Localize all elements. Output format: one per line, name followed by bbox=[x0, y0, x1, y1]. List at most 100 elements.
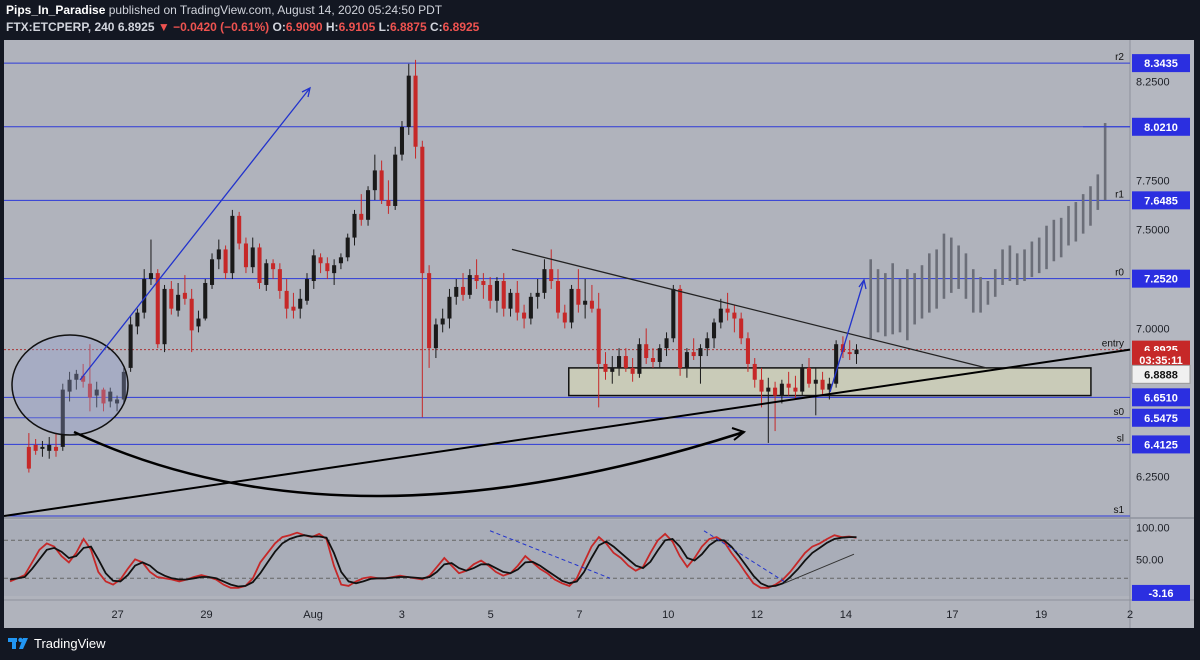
candle-body bbox=[264, 263, 269, 285]
projection-bar bbox=[1096, 174, 1100, 210]
candle-body bbox=[277, 269, 282, 291]
candle-body bbox=[271, 263, 276, 270]
projection-bar bbox=[949, 237, 953, 293]
candle-body bbox=[773, 387, 778, 396]
candle-body bbox=[467, 275, 472, 295]
candle-body bbox=[657, 348, 662, 362]
price-tag bbox=[1131, 364, 1191, 384]
x-tick-label: 19 bbox=[1035, 609, 1047, 621]
candle-body bbox=[108, 391, 113, 402]
level-price-tag bbox=[1132, 117, 1190, 136]
level-price-label: 6.5475 bbox=[1144, 413, 1178, 425]
candle-body bbox=[135, 312, 140, 327]
candle-body bbox=[569, 288, 574, 323]
projection-bar bbox=[928, 253, 931, 313]
x-tick-label: 3 bbox=[399, 609, 405, 621]
author-name[interactable]: Pips_In_Paradise bbox=[6, 3, 106, 17]
price-change: ▼ −0.0420 (−0.61%) bbox=[157, 20, 270, 34]
candle-body bbox=[576, 288, 581, 305]
stoch-series-line bbox=[9, 534, 857, 588]
projection-bar bbox=[957, 245, 960, 289]
candle-body bbox=[488, 284, 493, 301]
projection-bar bbox=[935, 249, 938, 309]
brand-name: TradingView bbox=[34, 636, 106, 651]
level-price-tag bbox=[1132, 54, 1190, 73]
price-tag-label: 6.8888 bbox=[1144, 369, 1178, 381]
projection-bar bbox=[1008, 245, 1012, 282]
candle-body bbox=[786, 383, 791, 388]
x-tick-label: 14 bbox=[840, 609, 852, 621]
curved-arrow bbox=[73, 430, 745, 498]
level-price-label: 6.6510 bbox=[1144, 392, 1178, 404]
candle-body bbox=[406, 75, 411, 127]
candle-body bbox=[148, 273, 154, 280]
candle-body bbox=[250, 247, 255, 268]
candle-body bbox=[630, 367, 635, 374]
candle-body bbox=[460, 286, 466, 295]
y-tick-label: 7.0000 bbox=[1136, 323, 1170, 335]
chart-canvas[interactable]: 8.2500 7.7500 7.5000 7.0000 6.2500 r2 8.3435 8.… bbox=[4, 40, 1194, 628]
price-tag bbox=[1132, 351, 1190, 369]
candle-body bbox=[203, 282, 208, 319]
low-label: L: bbox=[378, 20, 390, 34]
candle-body bbox=[664, 338, 669, 349]
candle-body bbox=[589, 300, 594, 309]
candle-body bbox=[121, 371, 126, 400]
impulse-arrow bbox=[79, 87, 311, 381]
candle-body bbox=[304, 279, 310, 301]
candle-body bbox=[142, 279, 147, 313]
candle-body bbox=[528, 296, 533, 319]
level-price-tag bbox=[1132, 408, 1190, 427]
candle-body bbox=[33, 444, 38, 451]
candle-body bbox=[101, 389, 106, 404]
candle-body bbox=[447, 296, 452, 319]
candle-body bbox=[705, 338, 710, 349]
candle-body bbox=[732, 312, 737, 319]
close-label: C: bbox=[429, 20, 443, 34]
stoch-series-line bbox=[9, 531, 857, 589]
projection-bar bbox=[1023, 249, 1026, 282]
symbol-label[interactable]: FTX:ETCPERP, 240 bbox=[6, 20, 115, 34]
y-tick-label: 7.5000 bbox=[1136, 225, 1170, 237]
level-name-label: s0 bbox=[1113, 407, 1124, 418]
stoch-tick-label: 50.00 bbox=[1136, 554, 1164, 566]
candle-body bbox=[366, 190, 371, 220]
candle-body bbox=[745, 338, 750, 364]
candle-body bbox=[535, 292, 540, 297]
candle-body bbox=[318, 257, 323, 264]
candle-body bbox=[827, 383, 832, 390]
projection-bar bbox=[986, 281, 990, 305]
candle-body bbox=[603, 363, 608, 372]
candle-body bbox=[752, 363, 757, 380]
candle-body bbox=[413, 75, 418, 147]
candle-body bbox=[427, 273, 432, 349]
candle-body bbox=[155, 273, 160, 345]
projection-bar bbox=[913, 273, 916, 325]
candle-body bbox=[718, 308, 723, 323]
candle-body bbox=[522, 312, 527, 319]
candle-body bbox=[182, 292, 187, 299]
low-value: 6.8875 bbox=[389, 20, 427, 34]
candle-body bbox=[739, 318, 744, 339]
projection-bar bbox=[876, 269, 880, 333]
open-label: O: bbox=[272, 20, 286, 34]
chart-area[interactable]: 8.2500 7.7500 7.5000 7.0000 6.2500 r2 8.3435 8.… bbox=[4, 40, 1194, 628]
candle-body bbox=[223, 249, 228, 274]
x-tick-label: Aug bbox=[303, 609, 323, 621]
projection-bar bbox=[1001, 249, 1004, 285]
tradingview-logo-icon[interactable] bbox=[8, 635, 30, 653]
level-price-tag bbox=[1132, 388, 1190, 407]
candle-body bbox=[644, 344, 649, 359]
level-name-label: s1 bbox=[1113, 505, 1124, 516]
level-name-label: r1 bbox=[1115, 189, 1124, 200]
impulse-arrow-head bbox=[301, 86, 311, 98]
candle-body bbox=[94, 389, 99, 396]
x-tick-label: 2 bbox=[1127, 609, 1133, 621]
candle-body bbox=[501, 281, 506, 309]
candle-body bbox=[53, 446, 59, 451]
x-tick-label: 5 bbox=[488, 609, 494, 621]
footer: TradingView bbox=[0, 628, 1200, 660]
candle-body bbox=[637, 344, 642, 374]
high-value: 6.9105 bbox=[338, 20, 376, 34]
candle-body bbox=[420, 146, 425, 274]
